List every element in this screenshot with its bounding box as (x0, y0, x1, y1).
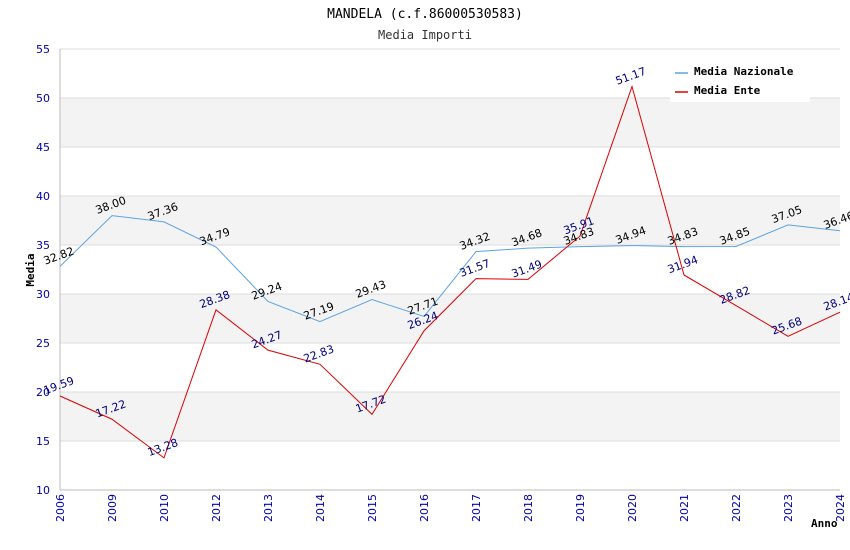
series-line-ente (59, 84, 841, 459)
x-tick-label-2016: 2016 (418, 494, 431, 522)
y-tick-label-45: 45 (36, 141, 50, 154)
y-tick-label-55: 55 (36, 43, 50, 56)
series-line-nazionale (59, 215, 841, 323)
x-tick-labels: 2006 2009 2010 2012 2013 2014 2015 2016 2017 2018… (54, 494, 847, 522)
legend: Media Nazionale Media Ente (670, 60, 810, 102)
x-tick-label-2013: 2013 (262, 494, 275, 522)
y-tick-labels: 10 15 20 25 30 35 40 45 50 55 (36, 43, 50, 497)
x-tick-label-2010: 2010 (158, 494, 171, 522)
x-tick-label-2023: 2023 (782, 494, 795, 522)
data-label-ente-2018: 31.49 (510, 258, 544, 281)
chart-subtitle: Media Importi (378, 28, 472, 42)
y-tick-label-10: 10 (36, 484, 50, 497)
x-tick-label-2006: 2006 (54, 494, 67, 522)
data-label-ente-2020: 51.17 (614, 65, 648, 88)
legend-label-nazionale: Media Nazionale (694, 65, 794, 78)
y-tick-label-30: 30 (36, 288, 50, 301)
x-tick-label-2021: 2021 (678, 494, 691, 522)
legend-label-ente: Media Ente (694, 84, 761, 97)
band-15-20 (60, 392, 840, 441)
x-tick-label-2015: 2015 (366, 494, 379, 522)
band-45-50 (60, 98, 840, 147)
band-35-40 (60, 196, 840, 245)
series-group (59, 84, 841, 459)
band-25-30 (60, 294, 840, 343)
chart-title: MANDELA (c.f.86000530583) (327, 7, 523, 22)
data-label-ente-2021: 31.94 (666, 253, 700, 276)
x-tick-label-2017: 2017 (470, 494, 483, 522)
y-tick-label-20: 20 (36, 386, 50, 399)
x-tick-label-2022: 2022 (730, 494, 743, 522)
x-tick-label-2020: 2020 (626, 494, 639, 522)
y-tick-label-15: 15 (36, 435, 50, 448)
data-label-ente-2017: 31.57 (458, 257, 492, 280)
background-bands (60, 98, 840, 441)
data-label-ente-2014: 22.83 (302, 342, 336, 365)
x-tick-label-2018: 2018 (522, 494, 535, 522)
y-axis-label: Media (24, 253, 37, 286)
x-tick-label-2024: 2024 (834, 494, 847, 522)
x-tick-label-2012: 2012 (210, 494, 223, 522)
y-tick-label-35: 35 (36, 239, 50, 252)
x-axis-label: Anno (811, 517, 838, 530)
x-tick-label-2014: 2014 (314, 494, 327, 522)
x-tick-label-2009: 2009 (106, 494, 119, 522)
legend-box (670, 60, 810, 102)
y-tick-label-40: 40 (36, 190, 50, 203)
y-tick-label-25: 25 (36, 337, 50, 350)
grid-lines (60, 48, 840, 491)
y-tick-label-50: 50 (36, 92, 50, 105)
x-tick-label-2019: 2019 (574, 494, 587, 522)
